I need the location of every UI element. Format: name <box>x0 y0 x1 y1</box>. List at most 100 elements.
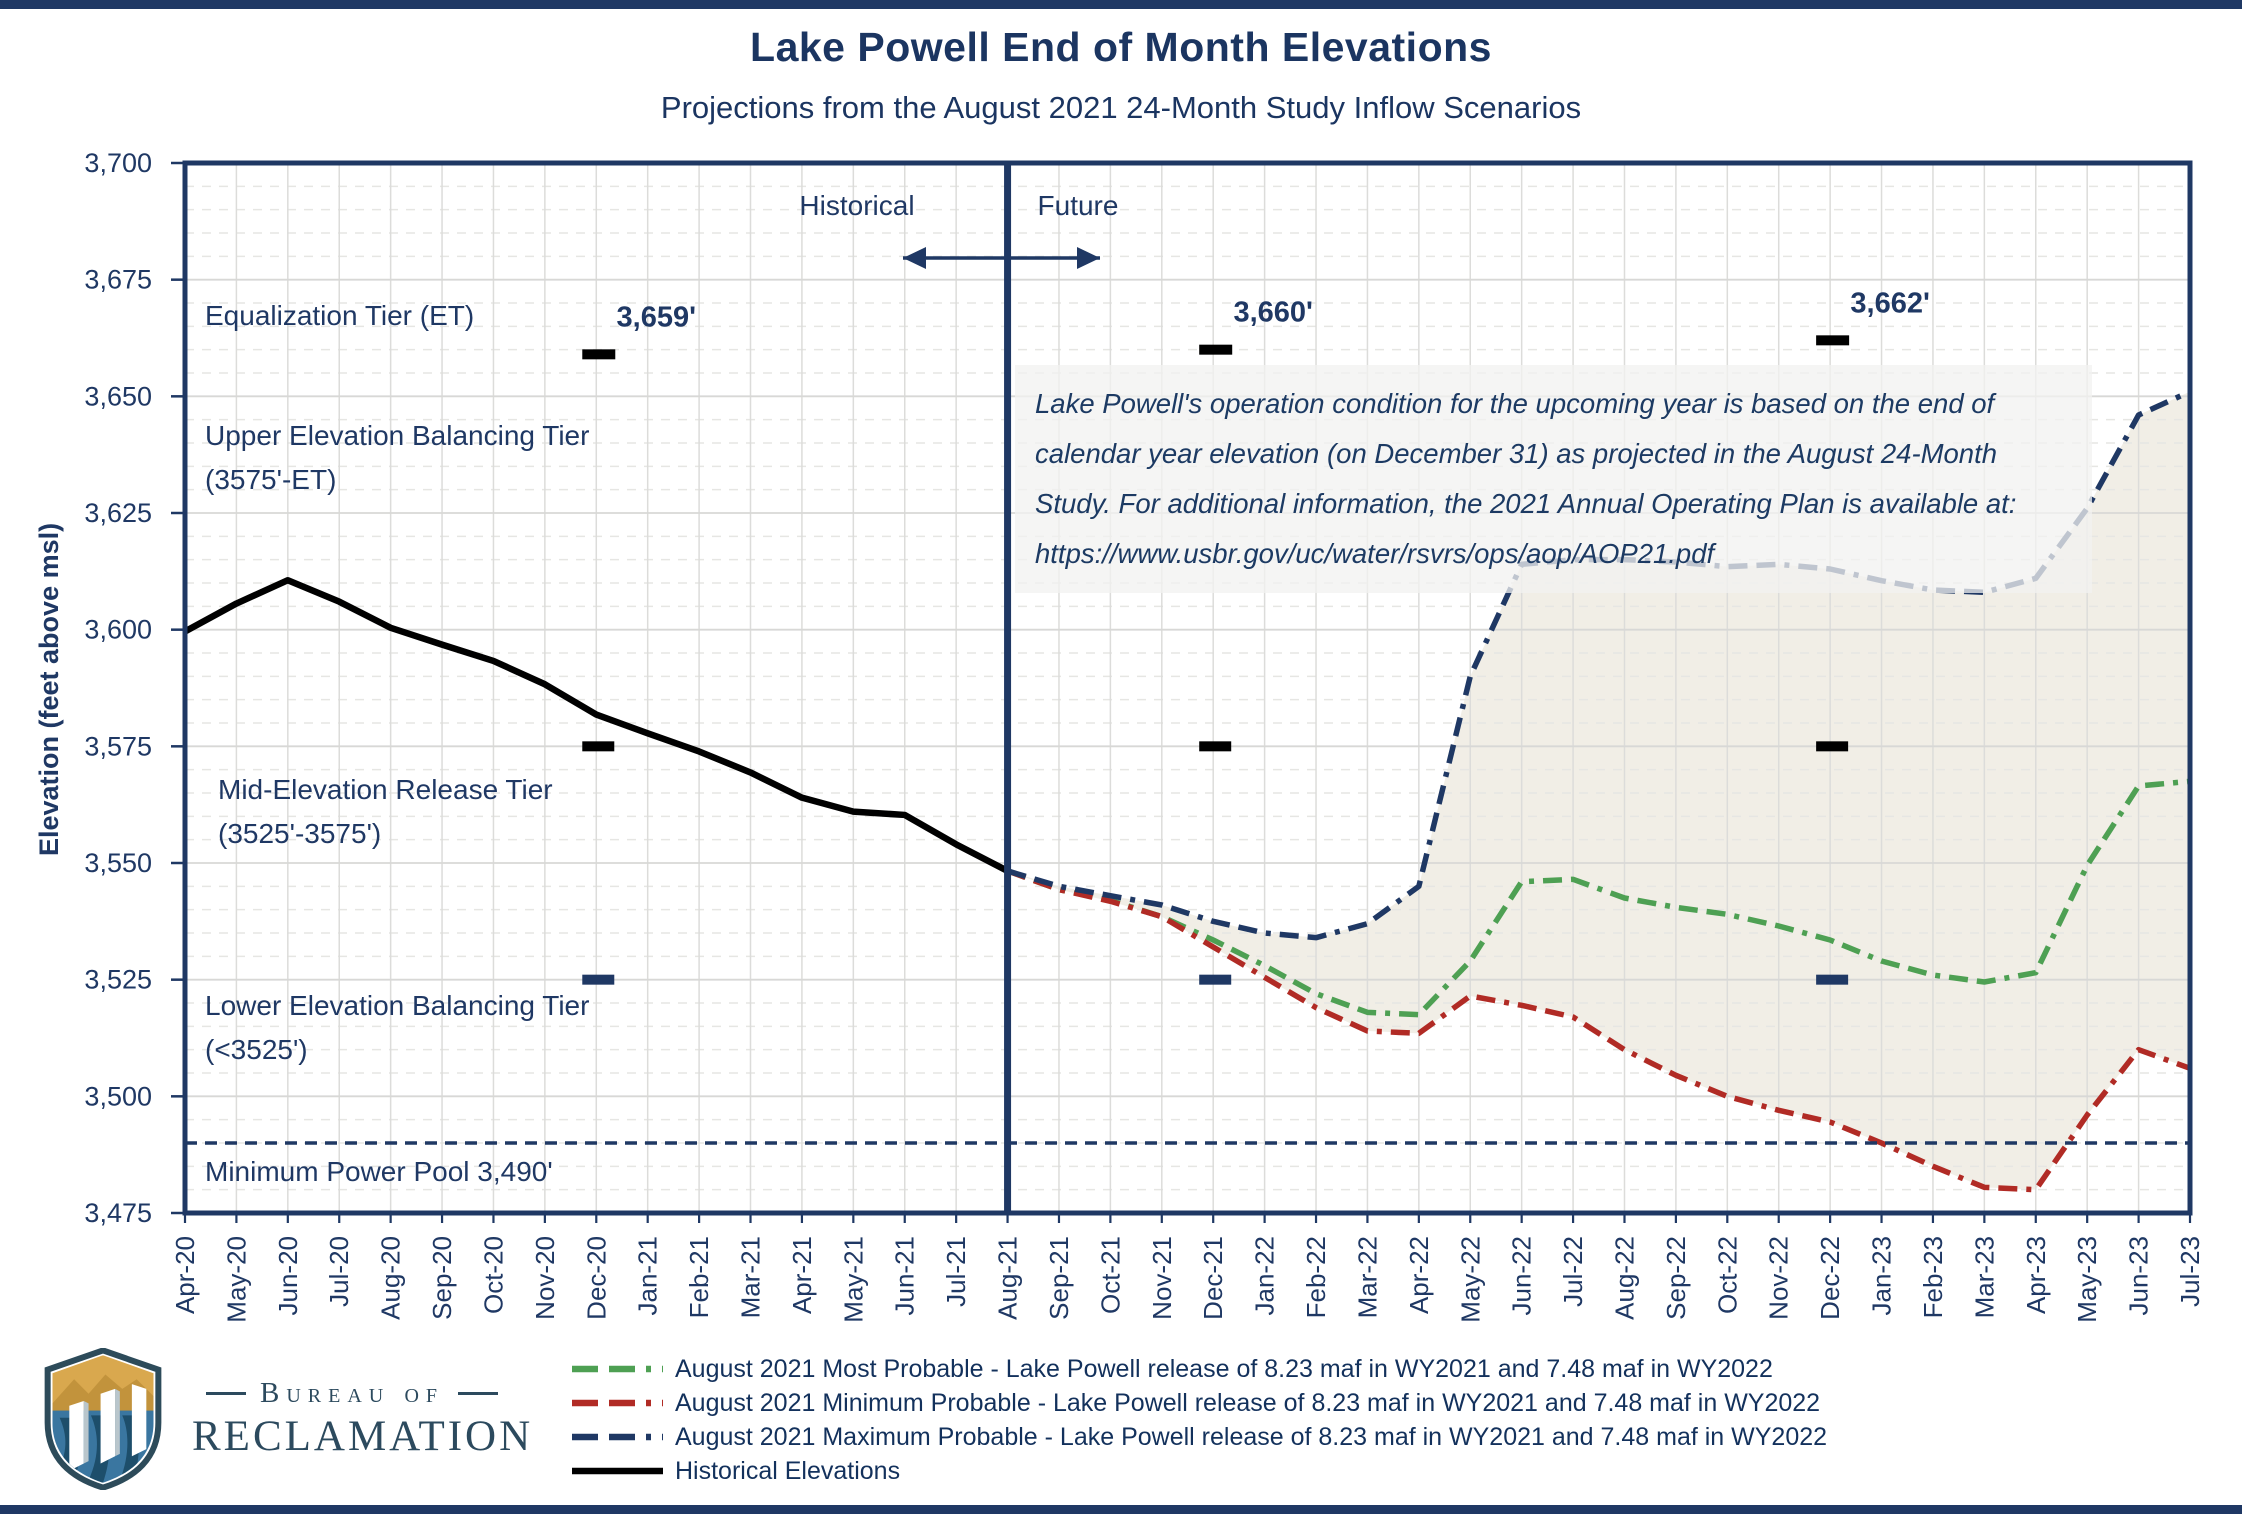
tier-label-upper-balancing: Upper Elevation Balancing Tier (3575'-ET… <box>205 414 589 502</box>
y-axis-tick-label: 3,625 <box>84 498 152 528</box>
et-elevation-marker <box>1816 335 1850 346</box>
x-axis-tick-label: Aug-20 <box>376 1236 406 1320</box>
x-axis-tick-label: Feb-22 <box>1301 1236 1331 1318</box>
historical-zone-label: Historical <box>799 190 915 221</box>
chart-legend: August 2021 Most Probable - Lake Powell … <box>570 1352 1827 1488</box>
x-axis-tick-label: Jul-21 <box>941 1236 971 1307</box>
y-axis-tick-label: 3,475 <box>84 1198 152 1228</box>
aop-report-url: https://www.usbr.gov/uc/water/rsvrs/ops/… <box>1035 538 1715 569</box>
tier-boundary-marker <box>1816 974 1849 985</box>
et-elevation-marker <box>1199 344 1233 355</box>
tier-boundary-marker <box>1199 741 1232 752</box>
y-axis-tick-label: 3,550 <box>84 848 152 878</box>
tier-name: Upper Elevation Balancing Tier <box>205 420 590 451</box>
x-axis-tick-label: Oct-22 <box>1712 1236 1742 1314</box>
legend-label: August 2021 Maximum Probable - Lake Powe… <box>675 1422 1828 1451</box>
tier-name: Lower Elevation Balancing Tier <box>205 990 590 1021</box>
x-axis-tick-label: May-21 <box>838 1236 868 1323</box>
tier-range: (<3525') <box>205 1034 308 1065</box>
x-axis-tick-label: Jul-20 <box>324 1236 354 1307</box>
legend-label: August 2021 Most Probable - Lake Powell … <box>675 1354 1773 1383</box>
arrow-right-head <box>1077 247 1100 269</box>
tier-boundary-marker <box>582 741 615 752</box>
et-elevation-label: 3,660' <box>1233 297 1312 329</box>
x-axis-tick-label: Jan-21 <box>633 1236 663 1316</box>
tier-boundary-marker <box>582 974 615 985</box>
series-line-august-2021-most-probable <box>1006 778 2191 1018</box>
x-axis-tick-label: Mar-21 <box>736 1236 766 1318</box>
y-axis-tick-label: 3,675 <box>84 265 152 295</box>
legend-label: August 2021 Minimum Probable - Lake Powe… <box>675 1388 1821 1417</box>
x-axis-tick-label: Jun-23 <box>2124 1236 2154 1316</box>
min-power-pool-label: Minimum Power Pool 3,490' <box>205 1156 553 1187</box>
x-axis-tick-label: Apr-20 <box>170 1236 200 1314</box>
x-axis-tick-label: Jun-21 <box>890 1236 920 1316</box>
et-elevation-label: 3,659' <box>617 301 696 333</box>
tier-label-equalization: Equalization Tier (ET) <box>205 294 474 338</box>
x-axis-tick-label: Mar-22 <box>1352 1236 1382 1318</box>
annotation-line: Study. For additional information, the 2… <box>1035 488 2017 519</box>
y-axis-tick-label: 3,575 <box>84 731 152 761</box>
x-axis-tick-label: Sep-21 <box>1044 1236 1074 1320</box>
x-axis-tick-label: May-23 <box>2072 1236 2102 1323</box>
top-border-bar <box>0 0 2242 9</box>
x-axis-tick-label: Jun-20 <box>273 1236 303 1316</box>
x-axis-tick-label: Oct-21 <box>1095 1236 1125 1314</box>
x-axis-tick-label: Dec-20 <box>581 1236 611 1320</box>
x-axis-tick-label: May-22 <box>1455 1236 1485 1323</box>
logo-rule-left <box>206 1392 246 1395</box>
chart-subtitle: Projections from the August 2021 24-Mont… <box>660 90 1582 125</box>
logo-reclamation: RECLAMATION <box>192 1413 534 1460</box>
y-axis-tick-label: 3,500 <box>84 1081 152 1111</box>
bureau-of-reclamation-logo: Bureau of RECLAMATION <box>42 1348 533 1490</box>
legend-item: August 2021 Maximum Probable - Lake Powe… <box>570 1420 1827 1454</box>
operating-plan-annotation: Lake Powell's operation condition for th… <box>1015 365 2092 593</box>
arrow-left-head <box>903 247 926 269</box>
x-axis-tick-label: Jul-23 <box>2175 1236 2205 1307</box>
x-axis-tick-label: Feb-23 <box>1918 1236 1948 1318</box>
et-elevation-marker <box>582 349 616 360</box>
chart-title: Lake Powell End of Month Elevations <box>750 24 1492 70</box>
tier-label-mid-release: Mid-Elevation Release Tier (3525'-3575') <box>218 768 553 856</box>
x-axis-tick-label: Nov-20 <box>530 1236 560 1320</box>
x-axis-tick-label: Oct-20 <box>478 1236 508 1314</box>
y-axis-tick-label: 3,525 <box>84 965 152 995</box>
x-axis-tick-label: Dec-22 <box>1815 1236 1845 1320</box>
series-line-august-2021-minimum-probable <box>1006 868 2191 1193</box>
x-axis-tick-label: Apr-22 <box>1404 1236 1434 1314</box>
bottom-border-bar <box>0 1505 2242 1514</box>
plot-border <box>182 160 2193 1216</box>
y-axis-title: Elevation (feet above msl) <box>34 522 64 856</box>
y-axis-tick-label: 3,650 <box>84 381 152 411</box>
legend-label: Historical Elevations <box>675 1456 901 1485</box>
tier-name: Equalization Tier (ET) <box>205 300 475 331</box>
legend-swatch <box>572 1467 663 1475</box>
legend-swatch <box>572 1433 663 1441</box>
x-axis-tick-label: Nov-22 <box>1764 1236 1794 1320</box>
legend-swatch <box>572 1365 663 1373</box>
tier-range: (3575'-ET) <box>205 464 337 495</box>
annotation-line: calendar year elevation (on December 31)… <box>1035 438 1998 469</box>
tier-name: Mid-Elevation Release Tier <box>218 774 553 805</box>
x-axis-tick-label: Nov-21 <box>1147 1236 1177 1320</box>
x-axis-tick-label: Sep-20 <box>427 1236 457 1320</box>
reclamation-shield-icon <box>44 1348 162 1490</box>
legend-item: August 2021 Minimum Probable - Lake Powe… <box>570 1386 1827 1420</box>
annotation-line: Lake Powell's operation condition for th… <box>1035 388 1995 419</box>
x-axis-tick-label: Jan-23 <box>1867 1236 1897 1316</box>
logo-rule-right <box>458 1392 499 1395</box>
x-axis-tick-label: Jun-22 <box>1507 1236 1537 1316</box>
x-axis-tick-label: Jul-22 <box>1558 1236 1588 1307</box>
legend-item: August 2021 Most Probable - Lake Powell … <box>570 1352 1827 1386</box>
x-axis-tick-label: May-20 <box>221 1236 251 1323</box>
tier-range: (3525'-3575') <box>218 818 382 849</box>
x-axis-tick-label: Apr-21 <box>787 1236 817 1314</box>
y-axis-tick-label: 3,600 <box>84 615 152 645</box>
x-axis-tick-label: Apr-23 <box>2021 1236 2051 1314</box>
legend-item: Historical Elevations <box>570 1454 1827 1488</box>
y-axis-tick-label: 3,700 <box>84 148 152 178</box>
tier-label-lower-balancing: Lower Elevation Balancing Tier (<3525') <box>205 984 589 1072</box>
x-axis-tick-label: Aug-22 <box>1609 1236 1639 1320</box>
